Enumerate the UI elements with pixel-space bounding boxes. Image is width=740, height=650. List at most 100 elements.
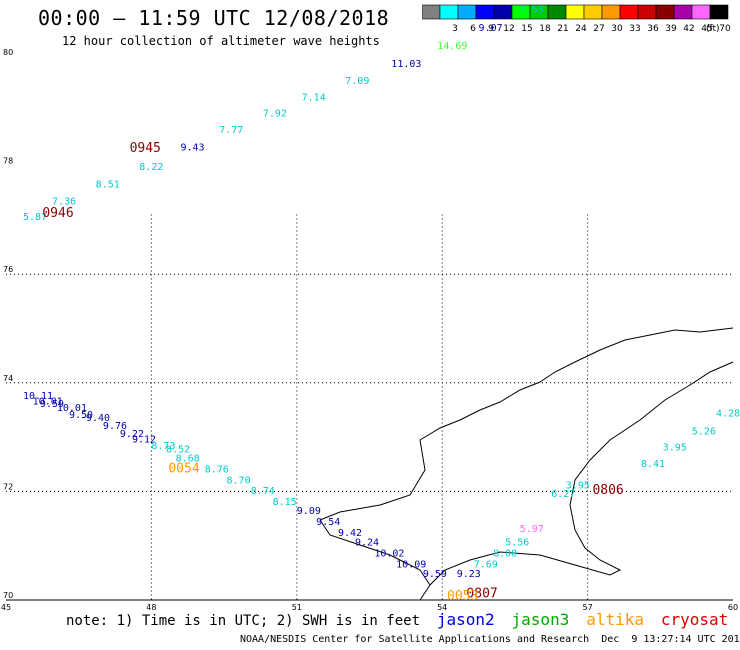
lat-tick-label: 76	[3, 265, 13, 274]
colorbar-swatch	[709, 4, 729, 20]
swh-value: 7.53	[520, 4, 544, 15]
swh-value: 5.87	[23, 212, 47, 223]
swh-value: 8.70	[227, 475, 251, 486]
pass-time-label: 0807	[466, 586, 497, 601]
colorbar-label: 6	[470, 24, 476, 34]
swh-value: 9.50	[69, 410, 93, 421]
map-title: 00:00 – 11:59 UTC 12/08/2018	[38, 6, 390, 30]
swh-value: 8.51	[96, 179, 120, 190]
coastline-south	[419, 361, 734, 601]
swh-value: 8.74	[251, 486, 275, 497]
satellite-legend: jason2 jason3 altika cryosat s3a	[436, 610, 740, 629]
lat-tick-label: 80	[3, 48, 13, 57]
swh-value: 7.09	[345, 76, 369, 87]
swh-value: 9.12	[132, 435, 156, 446]
swh-value: 8.15	[273, 497, 297, 508]
swh-value: 7.92	[263, 109, 287, 120]
map-subtitle: 12 hour collection of altimeter wave hei…	[62, 34, 380, 48]
colorbar-label: 42	[683, 24, 694, 34]
colorbar-label: 27	[593, 24, 604, 34]
swh-value: 3.95	[663, 443, 687, 454]
swh-value: 10.11	[23, 391, 53, 402]
lon-tick-label: 54	[437, 603, 447, 612]
pass-time-label: 0945	[130, 141, 161, 156]
note-text: note: 1) Time is in UTC; 2) SWH is in fe…	[66, 613, 421, 629]
swh-value: 8.52	[166, 444, 190, 455]
pass-time-label: 0806	[592, 483, 623, 498]
swh-value: 10.02	[374, 549, 404, 560]
swh-value: 8.00	[493, 549, 517, 560]
lat-tick-label: 72	[3, 482, 13, 491]
lat-tick-label: 78	[3, 157, 13, 166]
wave-height-points: 5.87 7.36 8.51 8.22 9.43 7.77 7.92 7.14 7.09 11.0…	[23, 4, 740, 580]
swh-value: 10.09	[396, 559, 426, 570]
swh-value: 4.28	[716, 408, 740, 419]
coastline-north	[419, 327, 734, 441]
colorbar-label: 18	[539, 24, 551, 34]
swh-value: 10.01	[33, 397, 63, 408]
colorbar-label: 70	[719, 24, 731, 34]
colorbar-label: 21	[557, 24, 568, 34]
pass-time-label: 0946	[42, 206, 73, 221]
swh-value: 9.09	[297, 506, 321, 517]
swh-value: 9.42	[338, 528, 362, 539]
swh-value: 8.22	[139, 162, 163, 173]
lon-tick-label: 45	[1, 603, 11, 612]
lon-tick-label: 48	[146, 603, 156, 612]
swh-value: 11.03	[391, 59, 421, 70]
swh-value: 7.14	[302, 92, 326, 103]
colorbar-label: 15	[521, 24, 532, 34]
coastline-west	[319, 439, 431, 586]
colorbar-label: 12	[503, 24, 514, 34]
colorbar-label: 33	[629, 24, 640, 34]
swh-value: 5.97	[520, 524, 544, 535]
lat-tick-label: 70	[3, 591, 13, 600]
note-line: note: 1) Time is in UTC; 2) SWH is in fe…	[66, 610, 740, 629]
wave-height-colorbar: 3 6 9 12 15 18 21 24 27 30 33 36 39 42 45 70(ft)	[422, 4, 731, 34]
swh-value: 9.43	[180, 142, 204, 153]
colorbar-label: 36	[647, 24, 659, 34]
swh-value: 14.69	[437, 41, 467, 52]
swh-value: 9.23	[457, 569, 481, 580]
swh-value: 8.68	[176, 454, 200, 465]
pass-time-label: 0053	[447, 589, 478, 604]
swh-value: 9.22	[120, 429, 144, 440]
swh-value: 7.77	[219, 125, 243, 136]
swh-value: 9.40	[86, 413, 110, 424]
swh-value: 5.26	[692, 426, 716, 437]
lon-tick-label: 51	[292, 603, 302, 612]
swh-value: 3.95	[566, 481, 590, 492]
swh-value: 7.69	[474, 559, 498, 570]
colorbar-label: 30	[611, 24, 623, 34]
pass-time-label: 0054	[168, 461, 199, 476]
swh-value: 10.01	[57, 403, 87, 414]
colorbar-label: 9	[488, 24, 494, 34]
satellite-cryosat: cryosat	[660, 610, 729, 629]
swh-value: 7.36	[52, 197, 76, 208]
coastline	[319, 327, 734, 601]
swh-value: 9.59	[423, 569, 447, 580]
swh-value: 5.56	[505, 538, 529, 549]
satellite-jason2: jason2	[436, 610, 495, 629]
lat-tick-label: 74	[3, 374, 13, 383]
swh-value: 9.59	[40, 399, 64, 410]
satellite-jason3: jason3	[511, 610, 570, 629]
lon-tick-label: 57	[583, 603, 593, 612]
colorbar-label: 39	[665, 24, 677, 34]
colorbar-label: 3	[452, 24, 458, 34]
swh-value: 6.27	[551, 489, 575, 500]
swh-value: 9.54	[316, 517, 340, 528]
swh-value: 9.24	[355, 538, 379, 549]
colorbar-unit: (ft)	[706, 24, 720, 34]
colorbar-label: 24	[575, 24, 587, 34]
swh-value: 8.73	[151, 441, 175, 452]
satellite-altika: altika	[586, 610, 644, 629]
swh-value: 9.07	[479, 23, 503, 34]
lon-tick-label: 60	[728, 603, 738, 612]
swh-value: 8.76	[205, 464, 229, 475]
swh-value: 8.41	[641, 459, 665, 470]
graticule	[6, 214, 733, 600]
colorbar-label: 45	[701, 24, 712, 34]
